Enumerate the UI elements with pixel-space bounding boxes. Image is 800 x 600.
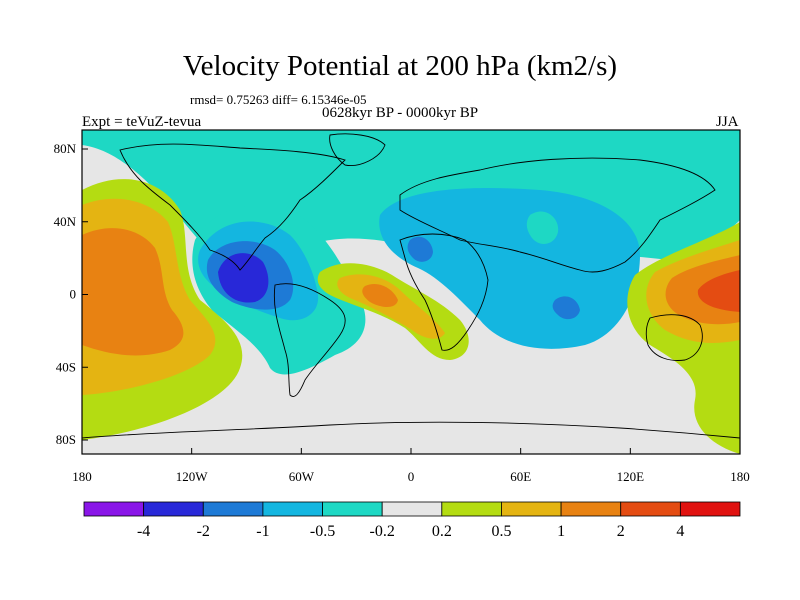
y-tick-label: 40N	[54, 214, 77, 229]
colorbar-box	[501, 501, 562, 517]
colorbar: -4 -2 -1 -0.5 -0.2 0.2 0.5 1 2 4	[83, 501, 741, 540]
contour-wpac-red	[697, 270, 740, 312]
x-tick-label: 60W	[289, 469, 315, 484]
coast-south-america	[273, 283, 346, 397]
colorbar-label: -1	[256, 523, 269, 540]
coast-north-america	[119, 143, 346, 271]
colorbar-box	[322, 501, 383, 517]
contour-africa-mid	[407, 236, 433, 262]
experiment-label: Expt = teVuZ-tevua	[82, 114, 202, 130]
colorbar-label: -0.5	[310, 523, 335, 540]
x-tick-label: 120W	[176, 469, 209, 484]
colorbar-label: 1	[557, 523, 565, 540]
colorbar-label: 2	[617, 523, 625, 540]
x-tick-label: 180	[730, 469, 750, 484]
coast-greenland	[329, 133, 386, 166]
coast-europe-asia	[399, 157, 716, 273]
y-tick-label: 0	[70, 287, 77, 302]
y-tick-label: 80S	[56, 432, 76, 447]
contour-atlantic-orange	[362, 283, 398, 307]
contour-eurasia-teal-hole	[526, 211, 559, 244]
y-tick-label: 80N	[54, 141, 77, 156]
colorbar-label: 0.5	[491, 523, 511, 540]
contour-americas-core	[218, 253, 269, 303]
season-label: JJA	[716, 114, 739, 130]
contour-field	[82, 130, 740, 454]
colorbar-label: -4	[137, 523, 150, 540]
coast-antarctica	[81, 421, 741, 439]
colorbar-box	[381, 501, 443, 517]
colorbar-label: 0.2	[432, 523, 452, 540]
colorbar-box	[560, 501, 622, 517]
stats-text: rmsd= 0.75263 diff= 6.15346e-05	[190, 92, 367, 107]
colorbar-box	[620, 501, 681, 517]
coast-australia	[645, 314, 703, 361]
colorbar-label: 4	[676, 523, 684, 540]
colorbar-box	[441, 501, 502, 517]
chart-title: Velocity Potential at 200 hPa (km2/s)	[182, 50, 618, 82]
colorbar-box	[262, 501, 323, 517]
y-tick-label: 40S	[56, 359, 76, 374]
colorbar-box	[202, 501, 264, 517]
x-axis: 180 120W 60W 0 60E 120E 180	[72, 448, 750, 484]
coast-africa	[399, 233, 489, 351]
x-tick-label: 120E	[617, 469, 645, 484]
y-axis: 80N 40N 0 40S 80S	[54, 141, 88, 447]
colorbar-label: -2	[197, 523, 210, 540]
colorbar-label: -0.2	[370, 523, 395, 540]
x-tick-label: 180	[72, 469, 92, 484]
coastlines	[81, 133, 741, 439]
contour-indian-mid	[552, 296, 580, 320]
colorbar-box	[83, 501, 145, 517]
x-tick-label: 0	[408, 469, 415, 484]
colorbar-box	[143, 501, 204, 517]
contour-pacific-orange	[82, 228, 184, 356]
x-tick-label: 60E	[510, 469, 531, 484]
colorbar-box	[679, 501, 741, 517]
period-text: 0628kyr BP - 0000kyr BP	[322, 105, 479, 121]
